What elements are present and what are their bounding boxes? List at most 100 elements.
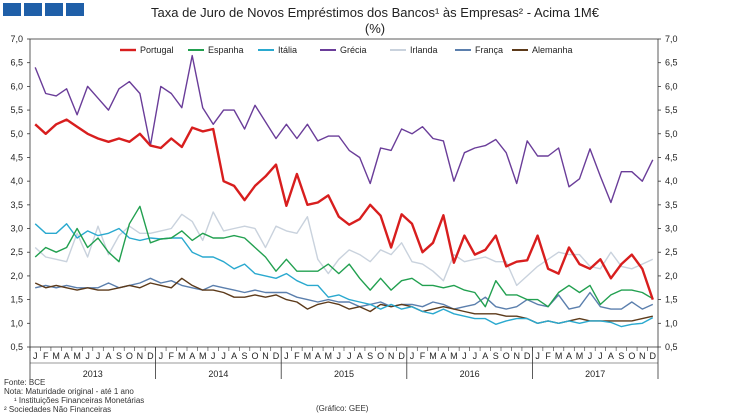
month-label: M [325,351,333,361]
y-tick-label-right: 1,0 [665,318,678,328]
y-tick-label-right: 6,0 [665,81,678,91]
y-tick-label-right: 2,5 [665,247,678,257]
month-label: M [73,351,81,361]
year-label: 2013 [83,369,103,379]
month-label: J [159,351,164,361]
month-label: D [398,351,405,361]
y-tick-label-left: 2,0 [10,271,23,281]
y-tick-label-right: 7,0 [665,34,678,44]
month-label: A [231,351,237,361]
series-line-grécia [34,54,654,204]
month-label: M [555,351,563,361]
y-tick-label-left: 0,5 [10,342,23,352]
series-line-frança [35,277,654,310]
month-label: S [618,351,624,361]
month-label: O [252,351,259,361]
series-line-portugal [34,118,654,300]
chart-credit: (Gráfico: GEE) [316,404,369,413]
month-label: O [628,351,635,361]
month-label: S [242,351,248,361]
month-label: M [429,351,437,361]
month-label: J [462,351,467,361]
year-label: 2017 [585,369,605,379]
month-label: N [513,351,520,361]
y-tick-label-right: 5,5 [665,105,678,115]
month-label: J [284,351,289,361]
month-label: A [357,351,363,361]
month-label: M [199,351,207,361]
month-label: A [315,351,321,361]
y-tick-label-left: 5,0 [10,129,23,139]
month-label: N [388,351,395,361]
month-label: J [85,351,90,361]
month-label: F [294,351,300,361]
month-label: D [524,351,531,361]
month-label: J [410,351,415,361]
y-tick-label-right: 3,0 [665,224,678,234]
month-label: S [367,351,373,361]
y-tick-label-right: 4,0 [665,176,678,186]
y-tick-label-right: 2,0 [665,271,678,281]
legend-label: Grécia [340,45,367,55]
month-label: J [211,351,216,361]
series-line-alemanha [34,277,653,324]
y-tick-label-left: 1,5 [10,295,23,305]
year-label: 2014 [208,369,228,379]
legend-label: Irlanda [410,45,438,55]
y-tick-label-left: 6,5 [10,58,23,68]
month-label: M [576,351,584,361]
brand-block [66,3,84,16]
month-label: F [43,351,49,361]
y-tick-label-right: 0,5 [665,342,678,352]
month-label: J [221,351,226,361]
y-tick-label-left: 3,0 [10,224,23,234]
y-tick-label-left: 7,0 [10,34,23,44]
chart-title: Taxa de Juro de Novos Empréstimos dos Ba… [151,5,599,20]
month-label: J [598,351,603,361]
month-label: F [169,351,175,361]
maturity-note: Nota: Maturidade original - até 1 ano [4,387,134,396]
month-label: O [503,351,510,361]
series-line-itália [34,223,654,328]
brand-block [45,3,63,16]
y-tick-label-left: 4,5 [10,152,23,162]
y-tick-label-left: 2,5 [10,247,23,257]
month-label: M [450,351,458,361]
month-label: F [420,351,426,361]
brand-logo [3,3,84,16]
legend-label: Espanha [208,45,244,55]
year-label: 2016 [460,369,480,379]
month-label: J [347,351,352,361]
brand-block [3,3,21,16]
month-label: O [126,351,133,361]
month-label: A [608,351,614,361]
legend-label: Alemanha [532,45,573,55]
y-tick-label-right: 5,0 [665,129,678,139]
legend-label: França [475,45,503,55]
source-note: Fonte: BCE [4,378,46,387]
y-tick-label-left: 1,0 [10,318,23,328]
month-label: M [178,351,186,361]
footnote-1: ¹ Instituições Financeiras Monetárias [14,396,145,405]
month-label: O [377,351,384,361]
brand-block [24,3,42,16]
y-tick-label-left: 4,0 [10,176,23,186]
month-label: F [545,351,551,361]
series-line-irlanda [34,211,654,287]
month-label: A [566,351,572,361]
month-label: N [137,351,144,361]
month-label: J [33,351,38,361]
month-label: N [262,351,269,361]
month-label: D [273,351,280,361]
month-label: J [337,351,342,361]
month-label: A [105,351,111,361]
month-label: J [535,351,540,361]
month-label: A [189,351,195,361]
legend-label: Portugal [140,45,174,55]
month-label: D [147,351,154,361]
month-label: A [482,351,488,361]
year-label: 2015 [334,369,354,379]
y-tick-label-right: 4,5 [665,152,678,162]
chart-subtitle: (%) [364,21,386,36]
